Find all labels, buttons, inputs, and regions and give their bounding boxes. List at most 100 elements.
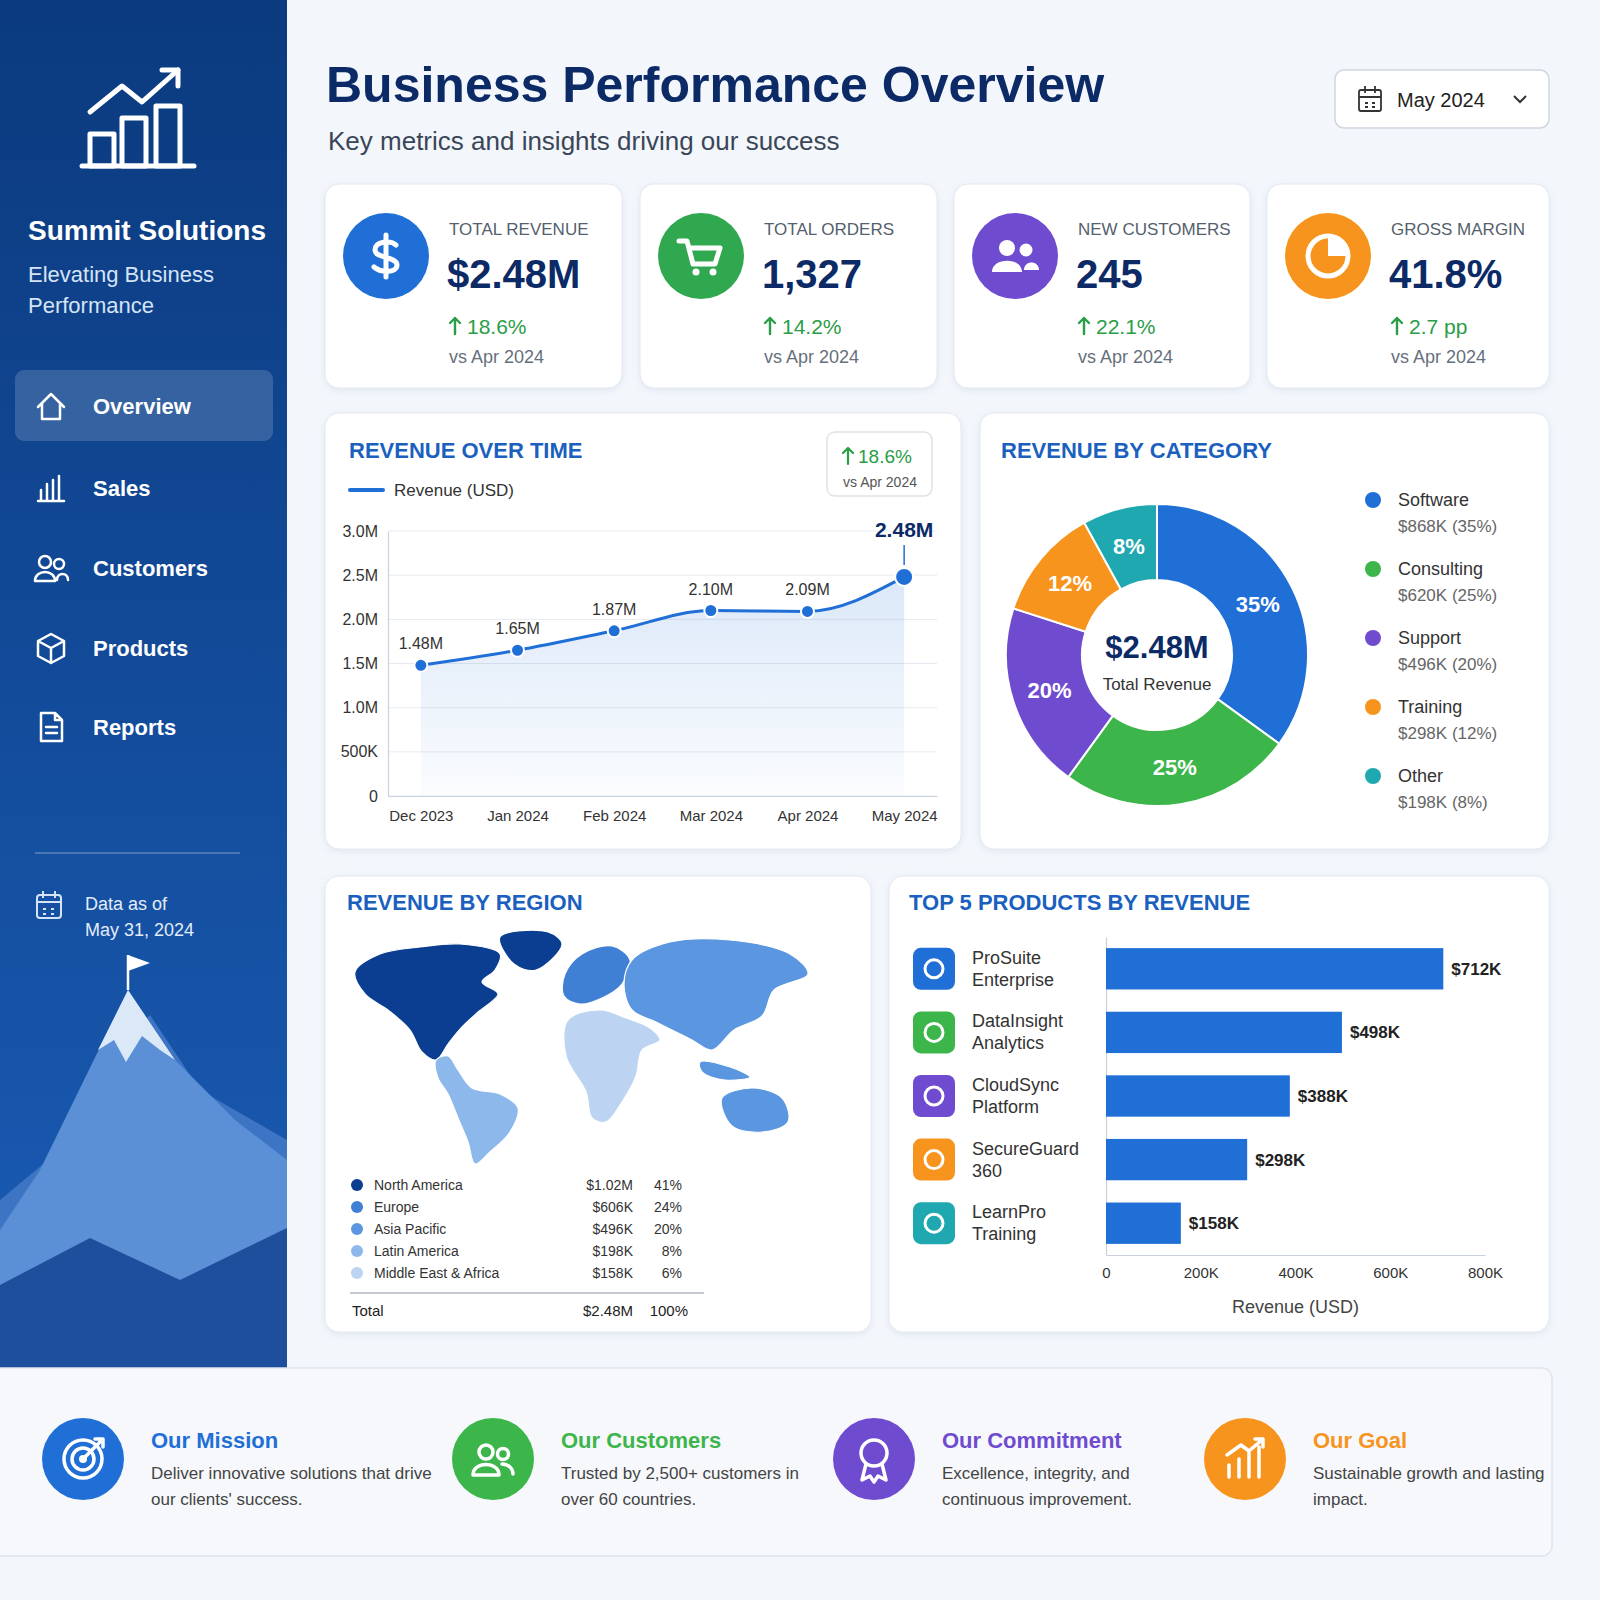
icon-head xyxy=(54,559,64,569)
region-table: North America$1.02M41%Europe$606K24%Asia… xyxy=(350,1177,704,1319)
footer-text: Excellence, integrity, andcontinuous imp… xyxy=(942,1464,1132,1509)
legend-label: Consulting xyxy=(1398,559,1483,579)
tick: Dec 2023 xyxy=(389,807,453,824)
logo-base xyxy=(82,164,194,169)
tick: 2.5M xyxy=(342,567,378,584)
region-shape xyxy=(562,946,630,1004)
kpi-label: TOTAL ORDERS xyxy=(764,220,894,239)
up-arrow xyxy=(765,318,775,334)
badge-subtext: vs Apr 2024 xyxy=(843,474,917,490)
plot-area xyxy=(414,568,913,796)
text-line: SecureGuard xyxy=(972,1139,1079,1159)
panel xyxy=(889,876,1549,1332)
kpi-icon xyxy=(1285,213,1371,299)
logo-bar xyxy=(122,118,146,166)
panel xyxy=(954,184,1250,388)
cal-lines xyxy=(1359,86,1381,107)
legend-swatch xyxy=(350,488,383,492)
grid-line xyxy=(388,531,937,532)
slices: 35%25%20%12%8% xyxy=(1006,504,1308,806)
product-icon xyxy=(913,1202,955,1244)
tick: 0 xyxy=(1102,1264,1110,1281)
region-shape xyxy=(721,1088,789,1132)
legend-swatch xyxy=(1365,768,1381,784)
text-line: May 31, 2024 xyxy=(85,920,194,940)
legend-swatch xyxy=(351,1201,363,1213)
map-chart: REVENUE BY REGIONNorth America$1.02M41%E… xyxy=(325,876,871,1332)
line-point xyxy=(414,659,427,672)
slice xyxy=(1006,608,1113,777)
sidebar-divider xyxy=(35,852,240,854)
tick: 400K xyxy=(1278,1264,1313,1281)
chart-title: TOP 5 PRODUCTS BY REVENUE xyxy=(909,890,1250,915)
icon-body xyxy=(35,572,68,581)
tick-label: 0 xyxy=(369,788,378,805)
data-label: 2.48M xyxy=(875,518,933,541)
slice-label: 25% xyxy=(1153,755,1197,780)
nav-item: Reports xyxy=(93,715,176,740)
icon-home xyxy=(38,394,64,419)
legend-detail: $496K (20%) xyxy=(1398,655,1497,674)
up-arrow xyxy=(843,448,853,464)
footer-icon-bg xyxy=(452,1418,534,1500)
footer-icon-bg xyxy=(833,1418,915,1500)
label-leader xyxy=(903,545,905,565)
kpi-label: GROSS MARGIN xyxy=(1391,220,1525,239)
tick: Feb 2024 xyxy=(583,807,646,824)
axis-line xyxy=(388,532,389,797)
footer-icon xyxy=(452,1418,534,1500)
tick-label: 200K xyxy=(1184,1264,1219,1281)
period-select[interactable]: May 2024 xyxy=(1335,70,1549,128)
bar-chart: TOP 5 PRODUCTS BY REVENUE0200K400K600K80… xyxy=(889,876,1549,1332)
annotation-badge: 18.6%vs Apr 2024 xyxy=(827,432,932,496)
text-line: Platform xyxy=(972,1097,1039,1117)
tick: 3.0M xyxy=(342,523,378,540)
period-box xyxy=(1335,70,1549,128)
kpi-icon xyxy=(343,213,429,299)
slice-label: 35% xyxy=(1236,592,1280,617)
product-icon-bg xyxy=(913,1075,955,1117)
data-label: 1.87M xyxy=(592,601,636,618)
cal-body xyxy=(1359,90,1381,111)
bar xyxy=(1106,1075,1290,1116)
text-line: Data as of xyxy=(85,894,168,914)
nav-icon xyxy=(38,476,64,501)
mountain-front xyxy=(0,1228,287,1368)
region-name: Middle East & Africa xyxy=(374,1265,499,1281)
icon-head xyxy=(999,240,1015,256)
table-rule xyxy=(350,1293,704,1294)
footer-band xyxy=(0,1368,1552,1556)
text-line: Training xyxy=(972,1224,1036,1244)
tick-label: 800K xyxy=(1468,1264,1503,1281)
icon-ribbon xyxy=(862,1464,886,1482)
region-shape xyxy=(499,930,562,970)
footer-text: Sustainable growth and lastingimpact. xyxy=(1313,1464,1545,1509)
product-icon-bg xyxy=(913,1202,955,1244)
region-amount: $606K xyxy=(593,1199,634,1215)
icon-doc xyxy=(41,713,62,741)
kpi-comparison: vs Apr 2024 xyxy=(1078,347,1173,367)
data-label: 2.09M xyxy=(785,581,829,598)
footer-title: Our Goal xyxy=(1313,1428,1407,1453)
kpi-label: TOTAL REVENUE xyxy=(449,220,589,239)
chart-title: REVENUE BY CATEGORY xyxy=(1001,438,1272,463)
text-line: Elevating Business xyxy=(28,262,214,287)
icon-dollar xyxy=(374,235,397,277)
tick-label: 0 xyxy=(1102,1264,1110,1281)
data-label: $498K xyxy=(1350,1023,1401,1042)
legend-detail: $198K (8%) xyxy=(1398,793,1488,812)
total-label: Total xyxy=(352,1302,384,1319)
kpi-card: TOTAL ORDERS1,32714.2%vs Apr 2024 xyxy=(640,184,937,388)
text-line: LearnPro xyxy=(972,1202,1046,1222)
brand-tagline: Elevating BusinessPerformance xyxy=(28,262,214,318)
kpi-value: 1,327 xyxy=(762,252,862,296)
period-label: May 2024 xyxy=(1397,89,1485,111)
line-point xyxy=(704,604,717,617)
page-title: Business Performance Overview xyxy=(326,57,1104,113)
tick-label: May 2024 xyxy=(872,807,938,824)
tick: Mar 2024 xyxy=(680,807,743,824)
legend-label: Support xyxy=(1398,628,1461,648)
icon-head xyxy=(1020,244,1033,257)
text-line: Trusted by 2,500+ customers in xyxy=(561,1464,799,1483)
map-regions xyxy=(355,930,808,1164)
